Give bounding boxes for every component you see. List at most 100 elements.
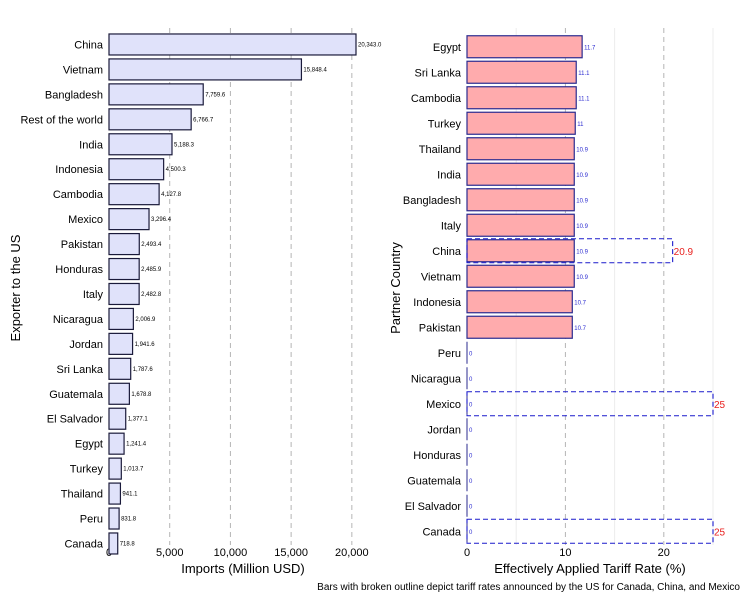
left-category-label: Pakistan <box>61 239 103 251</box>
bar-imports-guatemala <box>108 382 130 405</box>
right-category-label: Nicaragua <box>411 373 462 385</box>
right-x-axis-title: Effectively Applied Tariff Rate (%) <box>494 561 685 576</box>
left-value-label: 6,766.7 <box>193 117 214 123</box>
left-value-label: 941.1 <box>122 492 138 498</box>
right-value-label: 11.1 <box>578 71 590 77</box>
left-category-label: Cambodia <box>53 189 104 201</box>
right-category-label: Mexico <box>426 399 461 411</box>
announced-bar-china <box>466 238 674 264</box>
left-category-label: Nicaragua <box>53 314 104 326</box>
left-value-label: 20,343.0 <box>358 42 382 48</box>
left-category-label: China <box>74 39 104 51</box>
right-value-label: 0 <box>469 377 473 383</box>
right-value-label: 11.7 <box>584 45 596 51</box>
right-value-label: 0 <box>469 453 473 459</box>
right-category-label: Cambodia <box>411 93 462 105</box>
left-value-label: 4,500.3 <box>166 167 187 173</box>
bar-tariff-thailand <box>466 137 575 161</box>
left-value-label: 1,941.6 <box>135 342 156 348</box>
bar-imports-thailand <box>108 482 122 505</box>
bar-tariff-sri-lanka <box>466 60 577 84</box>
right-value-label: 0 <box>469 402 473 408</box>
bar-imports-sri-lanka <box>108 357 132 380</box>
left-category-label: Egypt <box>75 439 103 451</box>
right-category-label: Honduras <box>413 450 461 462</box>
bar-imports-honduras <box>108 257 140 281</box>
left-value-label: 15,848.4 <box>303 67 327 73</box>
announced-label: 25 <box>714 400 726 411</box>
right-category-label: Italy <box>441 220 462 232</box>
left-value-label: 2,485.9 <box>141 267 162 273</box>
left-value-label: 2,482.8 <box>141 292 162 298</box>
bar-imports-china <box>108 33 357 56</box>
right-x-tick-label: 10 <box>559 547 571 559</box>
bar-tariff-indonesia <box>466 290 573 314</box>
right-category-label: Vietnam <box>421 271 461 283</box>
bar-imports-italy <box>108 282 140 306</box>
left-category-label: Thailand <box>61 489 103 501</box>
left-category-label: Honduras <box>55 264 103 276</box>
left-value-label: 2,493.4 <box>141 242 162 248</box>
left-x-axis-title: Imports (Million USD) <box>181 561 305 576</box>
bar-imports-el-salvador <box>108 407 127 430</box>
left-value-label: 831.8 <box>121 517 137 523</box>
figure-caption: Bars with broken outline depict tariff r… <box>317 582 740 593</box>
right-value-label: 10.9 <box>576 224 588 230</box>
bar-tariff-egypt <box>466 35 583 59</box>
right-category-label: El Salvador <box>405 501 462 513</box>
bar-imports-rest-of-the-world <box>108 108 192 131</box>
left-value-label: 1,013.7 <box>123 467 144 473</box>
announced-bar-mexico <box>466 391 714 417</box>
bar-imports-cambodia <box>108 183 160 206</box>
bar-imports-pakistan <box>108 232 140 256</box>
bar-imports-mexico <box>108 208 150 231</box>
left-category-label: Rest of the world <box>20 114 103 126</box>
right-category-label: Sri Lanka <box>415 67 462 79</box>
announced-label: 25 <box>714 527 726 538</box>
bar-imports-bangladesh <box>108 83 204 106</box>
right-category-label: Indonesia <box>413 297 462 309</box>
right-category-label: Egypt <box>433 42 461 54</box>
left-value-label: 1,241.4 <box>126 442 147 448</box>
left-value-label: 3,296.4 <box>151 217 172 223</box>
bar-imports-nicaragua <box>108 307 134 331</box>
left-category-label: Bangladesh <box>45 89 103 101</box>
bar-tariff-cambodia <box>466 86 577 110</box>
right-category-label: Jordan <box>427 424 461 436</box>
bar-tariff-pakistan <box>466 315 573 339</box>
left-x-tick-label: 10,000 <box>214 547 248 559</box>
right-category-label: Thailand <box>419 144 461 156</box>
bar-imports-jordan <box>108 332 134 355</box>
right-category-label: Peru <box>438 348 461 360</box>
left-y-axis-title: Exporter to the US <box>8 234 23 341</box>
bar-imports-turkey <box>108 457 122 480</box>
left-value-label: 1,787.6 <box>133 367 154 373</box>
left-category-label: Sri Lanka <box>57 364 104 376</box>
left-category-label: Canada <box>64 538 103 550</box>
left-category-label: Turkey <box>70 464 104 476</box>
right-x-tick-label: 0 <box>464 547 470 559</box>
left-category-label: Indonesia <box>55 164 104 176</box>
right-value-label: 0 <box>469 479 473 485</box>
left-value-label: 1,678.8 <box>131 392 152 398</box>
left-category-label: Jordan <box>69 339 103 351</box>
right-category-label: China <box>432 246 462 258</box>
announced-bar-canada <box>466 518 714 544</box>
left-category-label: El Salvador <box>47 414 104 426</box>
right-value-label: 0 <box>469 351 473 357</box>
left-value-label: 5,188.3 <box>174 142 195 148</box>
left-category-label: Italy <box>83 289 104 301</box>
right-y-axis-title: Partner Country <box>388 242 403 334</box>
right-category-label: India <box>437 169 462 181</box>
right-category-label: Bangladesh <box>403 195 461 207</box>
bar-imports-india <box>108 133 173 156</box>
bar-imports-canada <box>108 532 119 555</box>
left-category-label: India <box>79 139 104 151</box>
right-category-label: Pakistan <box>419 322 461 334</box>
right-x-tick-label: 20 <box>658 547 670 559</box>
bar-imports-vietnam <box>108 58 303 81</box>
left-value-label: 2,006.9 <box>135 317 156 323</box>
right-value-label: 10.9 <box>576 275 588 281</box>
right-value-label: 10.9 <box>576 249 588 255</box>
